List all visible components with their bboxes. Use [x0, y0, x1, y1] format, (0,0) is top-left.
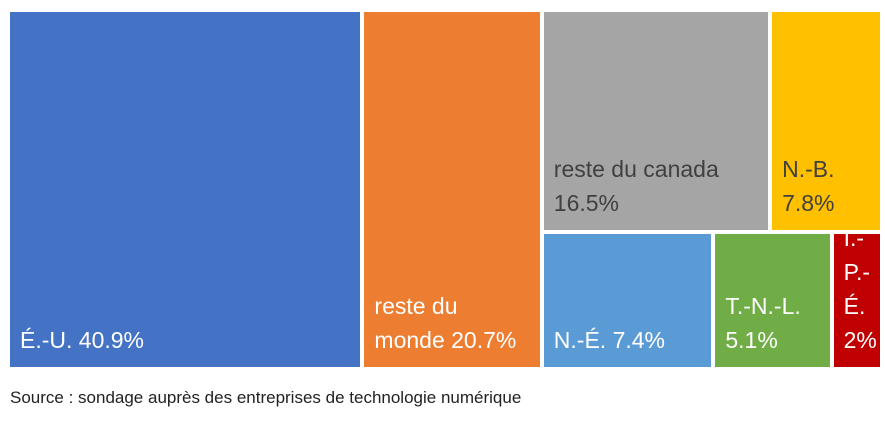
- cell-label: T.-N.-L. 5.1%: [725, 289, 819, 357]
- category-label: N.-B.: [782, 156, 835, 183]
- treemap-cell: É.-U. 40.9%: [10, 12, 361, 367]
- source-note: Source : sondage auprès des entreprises …: [10, 388, 522, 407]
- treemap-cell: N.-É. 7.4%: [543, 234, 712, 367]
- treemap-cell: T.-N.-L. 5.1%: [715, 234, 830, 367]
- cell-label: Î.-P.-É. 2%: [844, 234, 877, 357]
- category-label: N.-É.: [553, 326, 607, 353]
- value-label: 5.1%: [725, 326, 778, 353]
- treemap-cell: reste du canada 16.5%: [543, 12, 769, 231]
- value-label: 16.5%: [553, 190, 619, 217]
- category-label: Î.-P.-É.: [843, 234, 871, 319]
- cell-label: N.-B. 7.8%: [782, 152, 870, 220]
- category-label: É.-U.: [20, 327, 73, 353]
- cell-label: É.-U. 40.9%: [20, 323, 144, 357]
- category-label: T.-N.-L.: [725, 292, 801, 319]
- cell-label: N.-É. 7.4%: [554, 323, 665, 357]
- value-label: 40.9%: [78, 327, 144, 353]
- category-label: reste du canada: [553, 156, 719, 183]
- cell-label: reste du monde 20.7%: [374, 289, 529, 357]
- treemap-cell: Î.-P.-É. 2%: [833, 234, 880, 367]
- treemap-cell: reste du monde 20.7%: [364, 12, 540, 367]
- value-label: 20.7%: [451, 327, 517, 353]
- treemap-cell: N.-B. 7.8%: [772, 12, 880, 231]
- value-label: 7.8%: [782, 190, 835, 217]
- value-label: 2%: [843, 326, 877, 353]
- value-label: 7.4%: [612, 326, 665, 353]
- category-label: reste du monde: [374, 293, 458, 353]
- cell-label: reste du canada 16.5%: [554, 152, 758, 220]
